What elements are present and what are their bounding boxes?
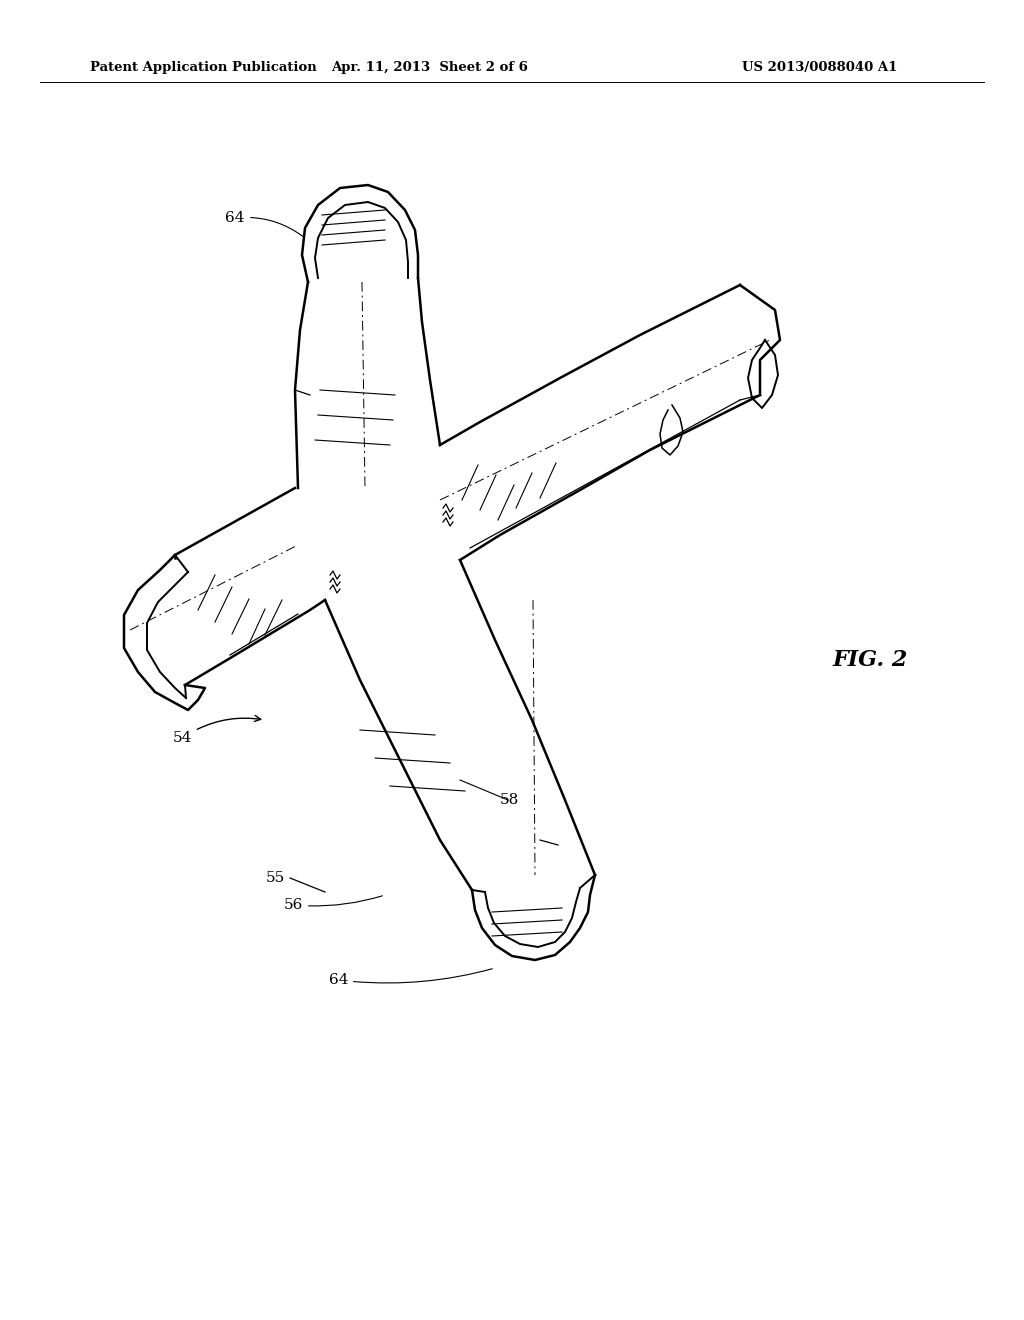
Text: Patent Application Publication: Patent Application Publication — [90, 62, 316, 74]
Text: 56: 56 — [284, 896, 382, 912]
Polygon shape — [295, 162, 610, 968]
Text: 58: 58 — [500, 793, 519, 807]
Text: 64: 64 — [329, 969, 493, 987]
Text: 54: 54 — [173, 715, 261, 744]
Text: 64: 64 — [225, 211, 303, 236]
Polygon shape — [122, 282, 785, 718]
Text: FIG. 2: FIG. 2 — [833, 649, 907, 671]
Text: US 2013/0088040 A1: US 2013/0088040 A1 — [742, 62, 898, 74]
Text: 55: 55 — [266, 871, 285, 884]
Text: Apr. 11, 2013  Sheet 2 of 6: Apr. 11, 2013 Sheet 2 of 6 — [332, 62, 528, 74]
